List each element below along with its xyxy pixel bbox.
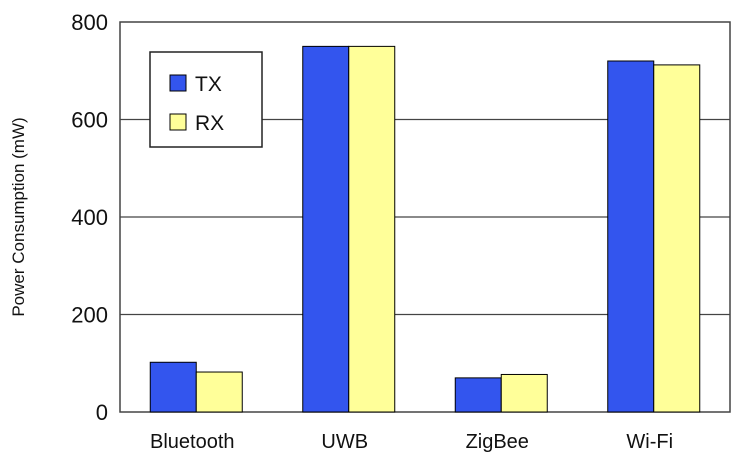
- legend-swatch-tx: [169, 74, 187, 92]
- bar-tx-uwb: [302, 45, 350, 413]
- legend: TX RX: [149, 51, 263, 148]
- x-axis-categories: Bluetooth UWB ZigBee Wi-Fi: [150, 431, 673, 453]
- bar-rx-wi-fi: [653, 64, 701, 413]
- legend-label-rx: RX: [195, 112, 224, 135]
- y-tick-label: 0: [96, 400, 108, 425]
- bars: [149, 45, 701, 413]
- bar-tx-wi-fi: [607, 60, 655, 413]
- y-tick-label: 600: [71, 108, 108, 133]
- bar-tx-zigbee: [454, 377, 502, 413]
- legend-box: [149, 51, 263, 148]
- y-axis-ticks: 0 200 400 600 800: [71, 10, 108, 425]
- x-category-label: Wi-Fi: [626, 431, 673, 453]
- y-tick-label: 400: [71, 205, 108, 230]
- legend-label-tx: TX: [195, 73, 222, 96]
- bar-rx-bluetooth: [195, 371, 243, 413]
- y-tick-label: 200: [71, 303, 108, 328]
- x-category-label: ZigBee: [466, 431, 529, 453]
- y-tick-label: 800: [71, 10, 108, 35]
- bar-tx-bluetooth: [149, 361, 197, 413]
- legend-swatch-rx: [169, 113, 187, 131]
- bar-rx-zigbee: [500, 373, 548, 413]
- x-category-label: Bluetooth: [150, 431, 235, 453]
- bar-rx-uwb: [348, 45, 396, 413]
- y-axis-title: Power Consumption (mW): [9, 117, 28, 316]
- x-category-label: UWB: [321, 431, 368, 453]
